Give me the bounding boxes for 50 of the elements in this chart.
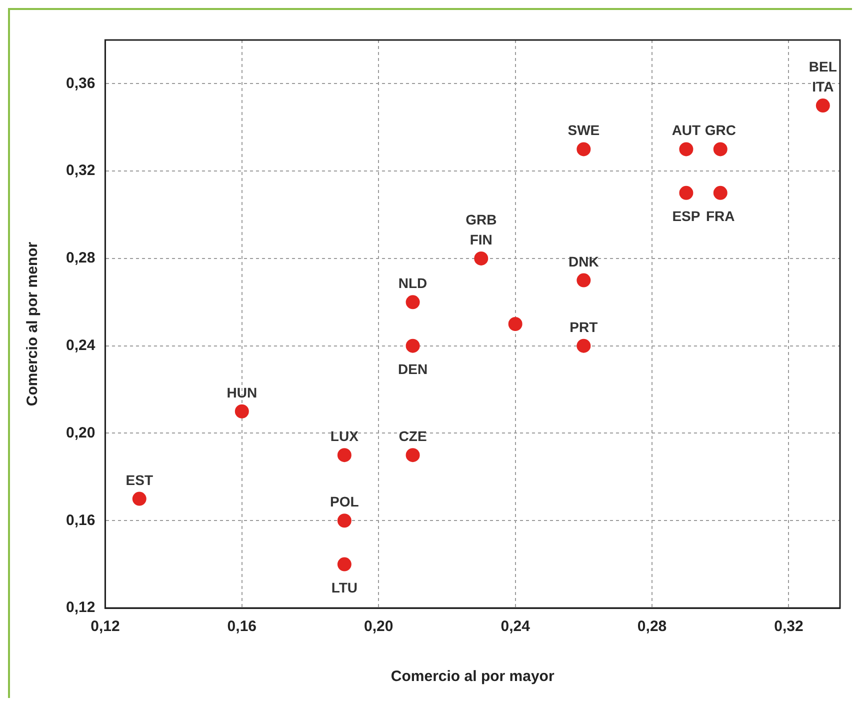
point (406, 338, 420, 353)
y-tick-label: 0,20 (66, 424, 96, 442)
annotation: POL (330, 494, 360, 510)
point (234, 404, 249, 418)
x-tick-label: 0,28 (637, 618, 667, 636)
x-tick-label: 0,32 (774, 618, 804, 636)
x-tick-label: 0,20 (364, 618, 394, 636)
y-tick-label: 0,16 (66, 512, 96, 529)
annotation: GRB FIN (466, 211, 497, 248)
point (576, 142, 591, 156)
y-tick-label: 0,36 (66, 74, 96, 92)
point (576, 338, 591, 353)
point (337, 448, 352, 462)
annotation: SWE (568, 122, 600, 138)
annotation: HUN (226, 384, 258, 400)
x-axis-title: Comercio al por mayor (390, 668, 554, 686)
point (406, 448, 420, 462)
annotation: ESP (672, 208, 700, 224)
x-tick-label: 0,12 (90, 618, 120, 636)
y-tick-label: 0,12 (66, 599, 96, 616)
x-tick-label: 0,16 (227, 618, 257, 636)
point (713, 186, 728, 200)
annotation: LTU (331, 579, 358, 596)
annotation: NLD (398, 275, 428, 292)
point (406, 295, 420, 310)
point (576, 273, 591, 288)
annotation: CZE (398, 428, 427, 444)
point (816, 98, 830, 113)
y-tick-label: 0,24 (66, 336, 96, 354)
annotation: EST (126, 472, 154, 488)
annotation: BEL ITA (808, 58, 838, 95)
annotation: DNK (568, 253, 599, 270)
point (337, 514, 352, 528)
point (679, 142, 694, 156)
annotation: FRA (706, 208, 735, 224)
x-tick-label: 0,24 (500, 618, 531, 636)
point (337, 557, 352, 572)
annotation: DEN (398, 360, 428, 377)
y-tick-label: 0,32 (66, 162, 96, 180)
point (132, 492, 146, 506)
y-axis-title: Comercio al por menor (24, 242, 42, 406)
y-tick-label: 0,28 (66, 250, 96, 267)
point (474, 251, 488, 266)
point (508, 317, 522, 331)
point (679, 186, 694, 200)
annotation: PRT (570, 318, 598, 335)
annotation: LUX (330, 428, 360, 444)
annotation: AUT (672, 122, 702, 138)
annotation: GRC (704, 122, 736, 138)
point (713, 142, 728, 156)
